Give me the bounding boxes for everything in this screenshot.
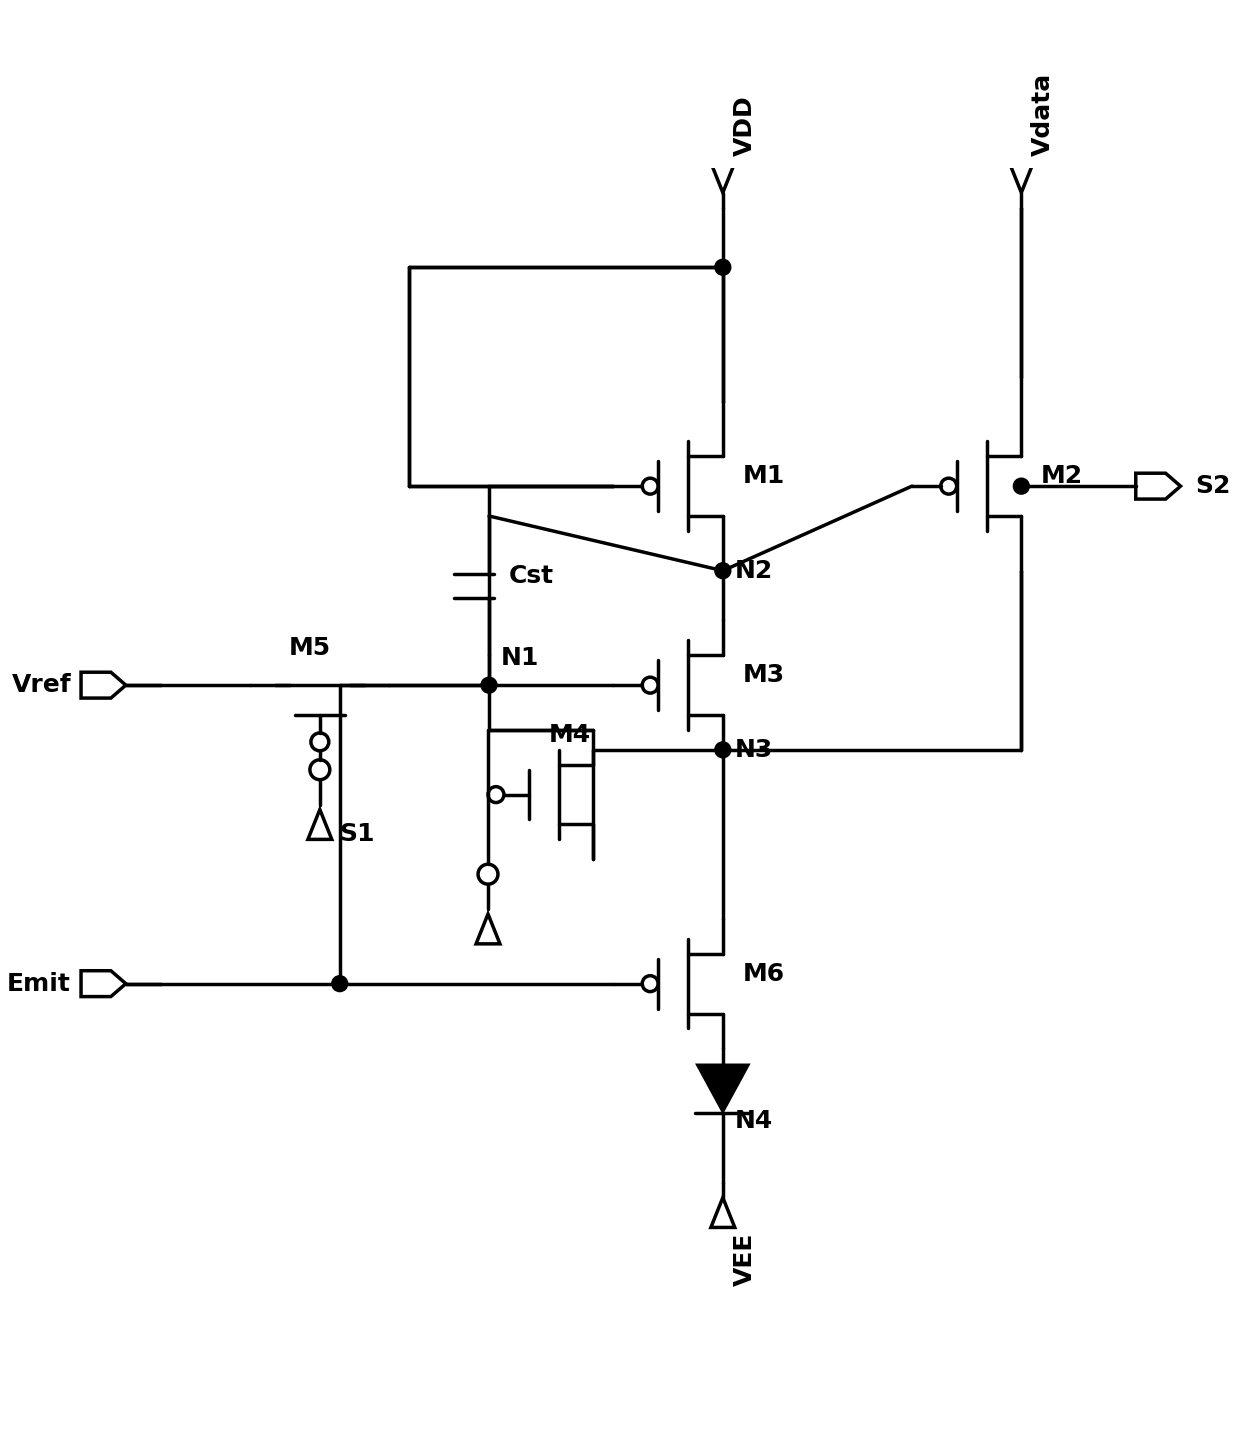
- Polygon shape: [698, 1065, 748, 1111]
- Text: M4: M4: [549, 724, 590, 746]
- Text: N1: N1: [501, 646, 539, 671]
- Text: S2: S2: [1195, 475, 1231, 498]
- Text: Cst: Cst: [508, 563, 554, 588]
- Text: Emit: Emit: [7, 971, 71, 995]
- Polygon shape: [81, 672, 125, 698]
- Polygon shape: [308, 809, 332, 839]
- Polygon shape: [81, 971, 125, 997]
- Text: S1: S1: [340, 822, 376, 847]
- Text: N4: N4: [735, 1110, 773, 1133]
- Text: M2: M2: [1042, 465, 1084, 488]
- Text: M6: M6: [743, 962, 785, 985]
- Text: M1: M1: [743, 465, 785, 488]
- Circle shape: [715, 742, 730, 758]
- Text: N3: N3: [735, 738, 773, 762]
- Circle shape: [715, 563, 730, 579]
- Polygon shape: [476, 914, 500, 944]
- Text: M5: M5: [289, 636, 331, 661]
- Polygon shape: [711, 1197, 735, 1227]
- Text: N2: N2: [735, 559, 773, 582]
- Circle shape: [1013, 478, 1029, 495]
- Polygon shape: [1136, 473, 1180, 499]
- Circle shape: [481, 678, 497, 694]
- Polygon shape: [711, 163, 735, 193]
- Text: VEE: VEE: [733, 1233, 756, 1286]
- Text: Vref: Vref: [11, 674, 71, 698]
- Text: Vdata: Vdata: [1032, 73, 1055, 156]
- Text: M3: M3: [743, 664, 785, 688]
- Circle shape: [715, 259, 730, 275]
- Polygon shape: [1009, 163, 1033, 193]
- Text: VDD: VDD: [733, 96, 756, 156]
- Circle shape: [332, 975, 347, 991]
